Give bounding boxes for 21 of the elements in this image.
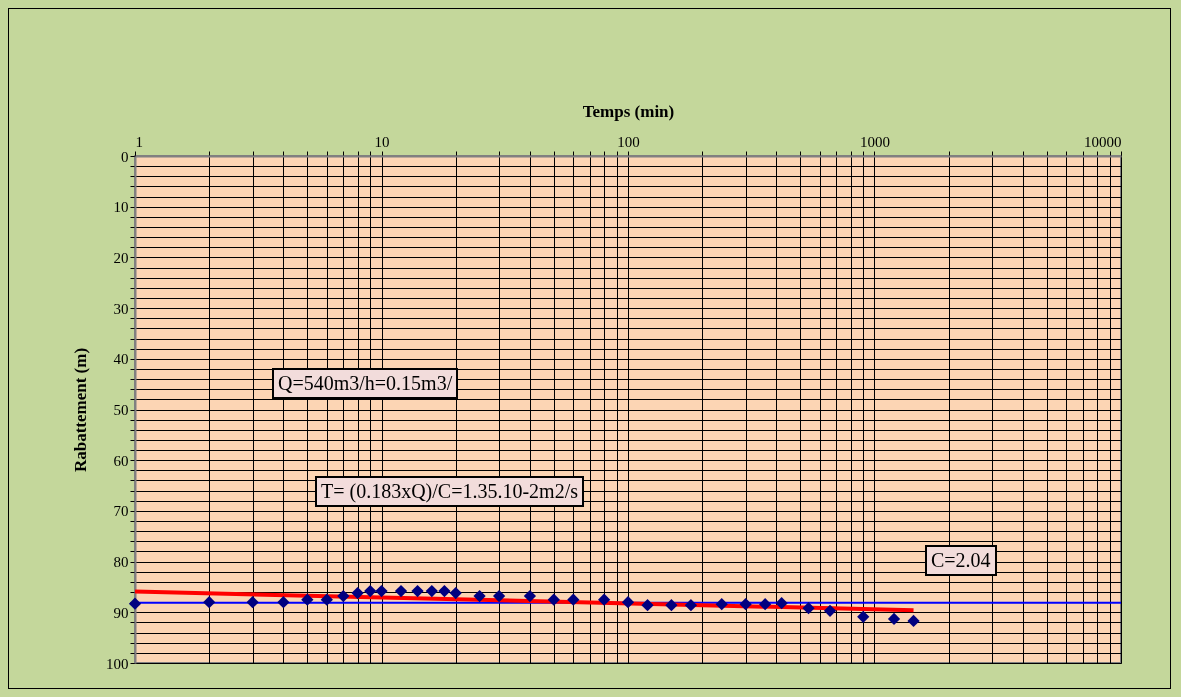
y-tick-label: 50 (113, 402, 129, 418)
y-tick-label: 60 (113, 452, 129, 469)
y-tick-label: 20 (113, 249, 129, 266)
x-tick-label: 1 (135, 133, 143, 150)
x-tick-label: 100 (617, 133, 640, 150)
annotation: Q=540m3/h=0.15m3/ (272, 368, 459, 399)
y-tick-label: 10 (113, 199, 129, 216)
annotation: C=2.04 (925, 545, 997, 576)
y-tick-label: 0 (121, 148, 129, 165)
y-tick-label: 70 (113, 503, 129, 520)
y-tick-label: 80 (113, 554, 129, 571)
x-tick-label: 10000 (1084, 133, 1122, 150)
x-axis-title: Temps (min) (582, 101, 675, 121)
y-tick-label: 90 (113, 604, 129, 621)
y-tick-label: 40 (113, 351, 129, 368)
annotation: T= (0.183xQ)/C=1.35.10-2m2/s (315, 476, 584, 507)
y-axis-title: Rabattement (m) (71, 347, 90, 473)
y-tick-label: 100 (106, 655, 129, 672)
y-tick-label: 30 (113, 300, 129, 317)
x-tick-label: 10 (374, 133, 390, 150)
x-tick-label: 1000 (860, 133, 890, 150)
